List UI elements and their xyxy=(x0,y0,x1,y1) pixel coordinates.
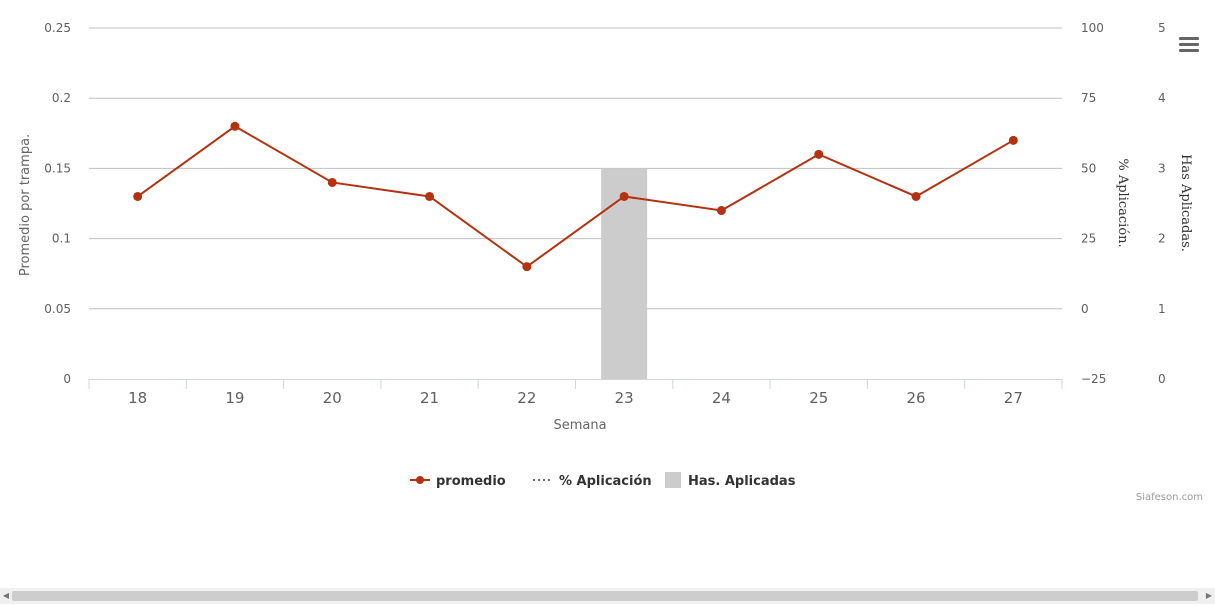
data-point xyxy=(133,191,143,201)
y-right2-tick-label: 4 xyxy=(1158,91,1166,105)
y-left-tick-label: 0.1 xyxy=(52,232,71,246)
legend: promedio % Aplicación Has. Aplicadas xyxy=(410,472,796,489)
y-right2-tick-label: 2 xyxy=(1158,232,1166,246)
y-right2-tick-label: 1 xyxy=(1158,302,1166,316)
y-axis-left: 0 0.05 0.1 0.15 0.2 0.25 xyxy=(44,21,71,386)
y-right1-tick-label: 0 xyxy=(1081,302,1089,316)
x-tick-label: 19 xyxy=(225,389,244,407)
horizontal-scrollbar[interactable]: ◀ ▶ xyxy=(0,588,1215,604)
legend-label-has-aplicadas: Has. Aplicadas xyxy=(688,474,796,489)
data-point xyxy=(1008,135,1018,145)
data-point xyxy=(425,191,435,201)
y-right1-tick-label: 75 xyxy=(1081,91,1096,105)
chart: 18 19 20 21 22 23 24 25 26 27 00.050.10.150.20.25… xyxy=(18,21,1203,503)
x-tick-label: 18 xyxy=(128,389,147,407)
data-point xyxy=(619,191,629,201)
y-axis-right1-title: % Aplicación. xyxy=(1115,158,1130,247)
data-point xyxy=(327,177,337,187)
y-axis-right-has: 0 1 2 3 4 5 xyxy=(1158,21,1166,386)
y-right1-tick-label: −25 xyxy=(1081,372,1106,386)
y-right1-tick-label: 100 xyxy=(1081,21,1104,35)
y-left-tick-label: 0.25 xyxy=(44,21,71,35)
arrow-right-icon[interactable]: ▶ xyxy=(1205,591,1213,600)
x-tick-label: 26 xyxy=(907,389,926,407)
x-tick-label: 25 xyxy=(809,389,828,407)
legend-item-has-aplicadas[interactable]: Has. Aplicadas xyxy=(665,472,796,489)
legend-label-promedio: promedio xyxy=(436,474,506,489)
y-right2-tick-label: 3 xyxy=(1158,161,1166,175)
y-right1-tick-label: 50 xyxy=(1081,161,1096,175)
y-axis-right-aplicacion: −25 0 25 50 75 100 xyxy=(1081,21,1106,386)
y-axis-left-title: Promedio por trampa. xyxy=(18,134,33,276)
grid-lines xyxy=(89,27,1062,310)
y-axis-right2-title: Has Aplicadas. xyxy=(1178,154,1193,252)
x-tick-label: 24 xyxy=(712,389,731,407)
data-point xyxy=(814,149,824,159)
series-line-promedio xyxy=(137,125,1014,268)
y-left-tick-label: 0.05 xyxy=(44,302,71,316)
data-point xyxy=(716,206,726,216)
data-point xyxy=(230,121,240,131)
y-left-tick-label: 0.2 xyxy=(52,91,71,105)
x-axis-title: Semana xyxy=(553,418,606,433)
scrollbar-thumb[interactable] xyxy=(12,591,1198,601)
y-right1-tick-label: 25 xyxy=(1081,232,1096,246)
x-tick-label: 21 xyxy=(420,389,439,407)
legend-item-aplicacion[interactable]: % Aplicación xyxy=(533,474,652,489)
credit-link[interactable]: Siafeson.com xyxy=(1136,492,1203,503)
x-tick-label: 27 xyxy=(1004,389,1023,407)
x-tick-label: 23 xyxy=(615,389,634,407)
arrow-left-icon[interactable]: ◀ xyxy=(2,591,10,600)
y-left-tick-label: 0.15 xyxy=(44,161,71,175)
line-series xyxy=(133,121,1018,272)
bar-series xyxy=(601,168,648,379)
data-point xyxy=(911,191,921,201)
bar xyxy=(601,168,648,379)
y-left-tick-label: 0 xyxy=(63,372,71,386)
x-tick-label: 22 xyxy=(517,389,536,407)
hamburger-menu-icon[interactable] xyxy=(1178,34,1200,56)
y-right2-tick-label: 5 xyxy=(1158,21,1166,35)
y-right2-tick-label: 0 xyxy=(1158,372,1166,386)
data-point xyxy=(522,262,532,272)
legend-item-promedio[interactable]: promedio xyxy=(410,474,506,489)
x-axis: 18 19 20 21 22 23 24 25 26 27 xyxy=(88,379,1063,407)
legend-label-aplicacion: % Aplicación xyxy=(559,474,652,489)
x-tick-label: 20 xyxy=(323,389,342,407)
